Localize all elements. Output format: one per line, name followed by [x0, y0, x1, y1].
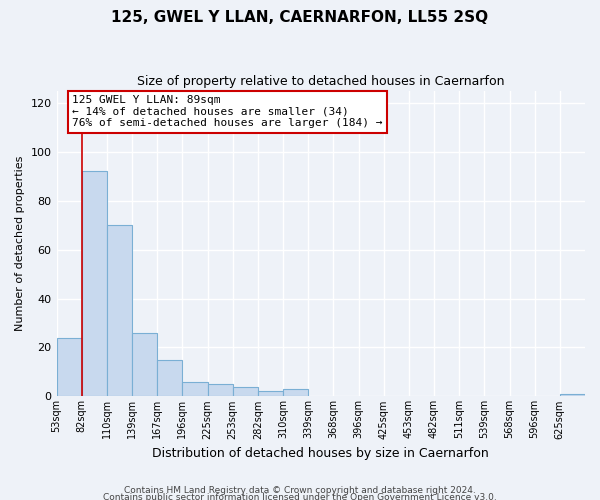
- Bar: [157, 360, 182, 397]
- Bar: [182, 382, 208, 396]
- Bar: [208, 384, 233, 396]
- Bar: [132, 333, 157, 396]
- Bar: [56, 338, 82, 396]
- Text: 125 GWEL Y LLAN: 89sqm
← 14% of detached houses are smaller (34)
76% of semi-det: 125 GWEL Y LLAN: 89sqm ← 14% of detached…: [73, 95, 383, 128]
- Text: Contains HM Land Registry data © Crown copyright and database right 2024.: Contains HM Land Registry data © Crown c…: [124, 486, 476, 495]
- Y-axis label: Number of detached properties: Number of detached properties: [15, 156, 25, 331]
- Title: Size of property relative to detached houses in Caernarfon: Size of property relative to detached ho…: [137, 75, 505, 88]
- Bar: [107, 225, 132, 396]
- Text: 125, GWEL Y LLAN, CAERNARFON, LL55 2SQ: 125, GWEL Y LLAN, CAERNARFON, LL55 2SQ: [112, 10, 488, 25]
- Bar: [283, 389, 308, 396]
- Bar: [82, 172, 107, 396]
- Bar: [258, 392, 283, 396]
- X-axis label: Distribution of detached houses by size in Caernarfon: Distribution of detached houses by size …: [152, 447, 489, 460]
- Text: Contains public sector information licensed under the Open Government Licence v3: Contains public sector information licen…: [103, 494, 497, 500]
- Bar: [233, 386, 258, 396]
- Bar: [560, 394, 585, 396]
